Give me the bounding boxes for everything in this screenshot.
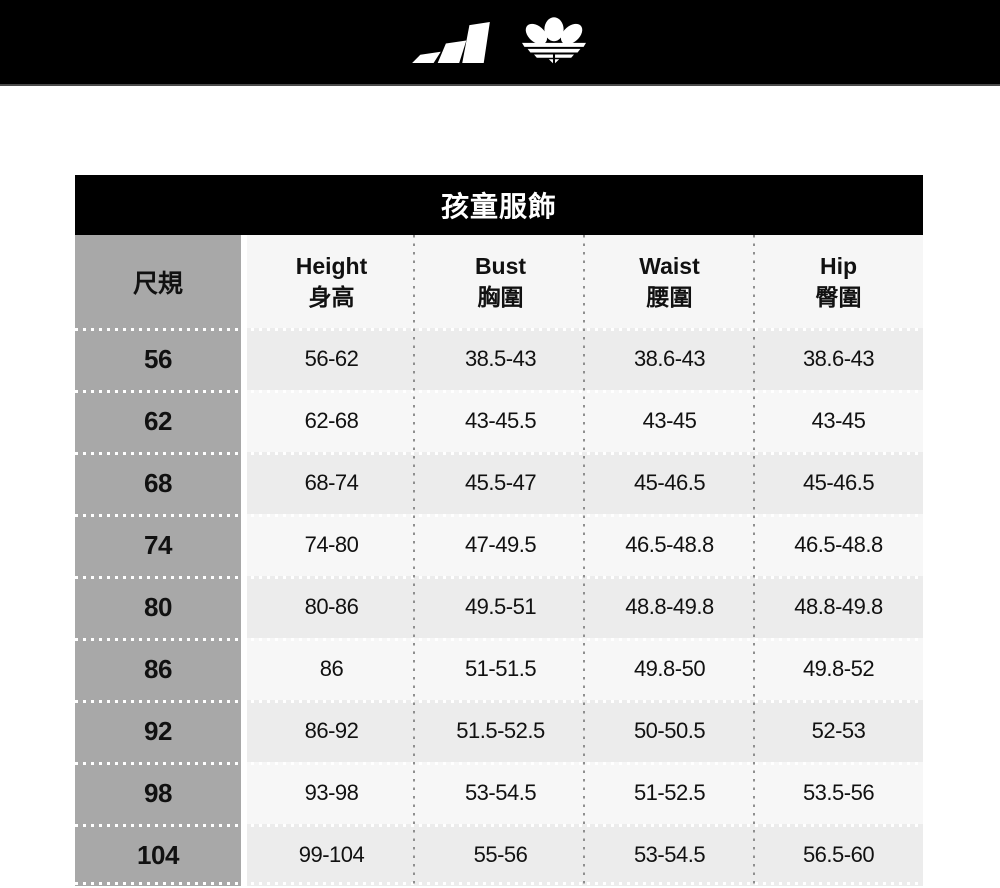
waist-cell: 50-50.5: [585, 700, 754, 762]
column-gap: [241, 328, 247, 390]
waist-cell: 46.5-48.8: [585, 514, 754, 576]
waist-cell: 49.8-50: [585, 638, 754, 700]
column-divider: [583, 235, 585, 886]
waist-cell: 43-45: [585, 390, 754, 452]
hip-cell: 56.5-60: [754, 824, 923, 886]
table-header-row: 尺規 Height 身高 Bust 胸圍 Waist 腰圍 Hip 臀圍: [75, 235, 923, 328]
column-gap: [241, 452, 247, 514]
height-cell: 74-80: [247, 514, 416, 576]
waist-cell: 53-54.5: [585, 824, 754, 886]
table-row: 86 86 51-51.5 49.8-50 49.8-52: [75, 638, 923, 700]
bust-cell: 49.5-51: [416, 576, 585, 638]
bust-cell: 51.5-52.5: [416, 700, 585, 762]
height-cell: 93-98: [247, 762, 416, 824]
column-gap: [241, 390, 247, 452]
height-cell: 62-68: [247, 390, 416, 452]
waist-cell: 45-46.5: [585, 452, 754, 514]
size-cell: 86: [75, 638, 241, 700]
column-divider: [413, 235, 415, 886]
size-cell: 68: [75, 452, 241, 514]
column-header-height: Height 身高: [247, 235, 416, 328]
height-cell: 56-62: [247, 328, 416, 390]
table-row: 104 99-104 55-56 53-54.5 56.5-60: [75, 824, 923, 886]
table-title: 孩童服飾: [75, 175, 923, 235]
height-cell: 86: [247, 638, 416, 700]
height-cell: 99-104: [247, 824, 416, 886]
hip-cell: 48.8-49.8: [754, 576, 923, 638]
size-cell: 56: [75, 328, 241, 390]
adidas-trefoil-logo-icon: [522, 16, 586, 63]
bust-cell: 43-45.5: [416, 390, 585, 452]
hip-cell: 49.8-52: [754, 638, 923, 700]
height-cell: 68-74: [247, 452, 416, 514]
column-header-zh: 胸圍: [477, 284, 524, 310]
column-gap: [241, 514, 247, 576]
top-brand-bar: [0, 0, 1000, 86]
hip-cell: 53.5-56: [754, 762, 923, 824]
column-gap: [241, 700, 247, 762]
column-divider: [753, 235, 755, 886]
waist-cell: 51-52.5: [585, 762, 754, 824]
size-cell: 74: [75, 514, 241, 576]
table-row: 80 80-86 49.5-51 48.8-49.8 48.8-49.8: [75, 576, 923, 638]
column-gap: [241, 638, 247, 700]
table-row: 92 86-92 51.5-52.5 50-50.5 52-53: [75, 700, 923, 762]
hip-cell: 52-53: [754, 700, 923, 762]
column-header-zh: 臀圍: [815, 284, 862, 310]
bust-cell: 55-56: [416, 824, 585, 886]
column-header-en: Hip: [819, 252, 858, 279]
column-gap: [241, 824, 247, 886]
size-cell: 80: [75, 576, 241, 638]
hip-cell: 46.5-48.8: [754, 514, 923, 576]
hip-cell: 38.6-43: [754, 328, 923, 390]
size-cell: 104: [75, 824, 241, 886]
hip-cell: 45-46.5: [754, 452, 923, 514]
size-cell: 98: [75, 762, 241, 824]
adidas-performance-logo-icon: [412, 21, 490, 63]
height-cell: 86-92: [247, 700, 416, 762]
table-body: 尺規 Height 身高 Bust 胸圍 Waist 腰圍 Hip 臀圍 56 …: [75, 235, 923, 886]
bust-cell: 47-49.5: [416, 514, 585, 576]
column-gap: [241, 762, 247, 824]
hip-cell: 43-45: [754, 390, 923, 452]
column-gap: [241, 235, 247, 328]
bust-cell: 51-51.5: [416, 638, 585, 700]
table-row: 56 56-62 38.5-43 38.6-43 38.6-43: [75, 328, 923, 390]
column-header-hip: Hip 臀圍: [754, 235, 923, 328]
column-header-zh: 腰圍: [646, 284, 693, 310]
column-header-zh: 身高: [308, 284, 355, 310]
column-header-en: Height: [295, 252, 368, 279]
column-gap: [241, 576, 247, 638]
size-column-header: 尺規: [75, 235, 241, 328]
waist-cell: 38.6-43: [585, 328, 754, 390]
column-header-bust: Bust 胸圍: [416, 235, 585, 328]
column-header-waist: Waist 腰圍: [585, 235, 754, 328]
size-cell: 92: [75, 700, 241, 762]
column-header-en: Bust: [474, 252, 527, 279]
bust-cell: 45.5-47: [416, 452, 585, 514]
size-chart-table: 孩童服飾 尺規 Height 身高 Bust 胸圍 Waist 腰圍 Hip 臀…: [75, 175, 923, 886]
column-header-en: Waist: [639, 252, 700, 279]
height-cell: 80-86: [247, 576, 416, 638]
waist-cell: 48.8-49.8: [585, 576, 754, 638]
table-row: 68 68-74 45.5-47 45-46.5 45-46.5: [75, 452, 923, 514]
table-row: 74 74-80 47-49.5 46.5-48.8 46.5-48.8: [75, 514, 923, 576]
bust-cell: 53-54.5: [416, 762, 585, 824]
bust-cell: 38.5-43: [416, 328, 585, 390]
table-row: 98 93-98 53-54.5 51-52.5 53.5-56: [75, 762, 923, 824]
table-row: 62 62-68 43-45.5 43-45 43-45: [75, 390, 923, 452]
size-cell: 62: [75, 390, 241, 452]
